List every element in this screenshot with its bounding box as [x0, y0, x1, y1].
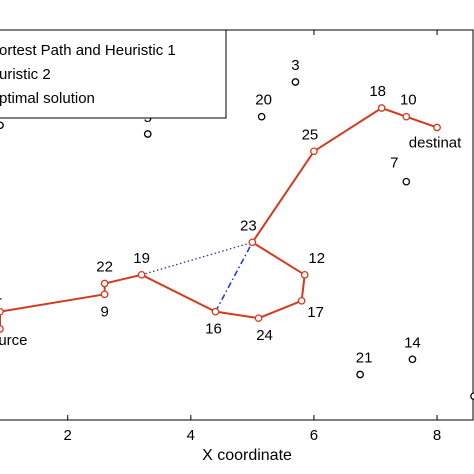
x-tick-label: 6	[310, 427, 318, 444]
node-marker	[143, 130, 152, 138]
node-label: ource	[0, 332, 28, 349]
node-marker	[297, 296, 306, 305]
node-label: 19	[133, 250, 150, 267]
node-label: 24	[256, 327, 273, 344]
node-label: 25	[302, 126, 319, 143]
node-marker	[408, 355, 417, 364]
x-tick-label: 4	[187, 427, 195, 444]
plot-frame	[0, 29, 474, 421]
nodes	[0, 78, 474, 401]
node-label: 1	[0, 287, 2, 304]
optimal-path-line	[0, 106, 438, 329]
node-marker	[100, 290, 109, 299]
node-label: 3	[291, 57, 299, 74]
node-label: 21	[356, 350, 373, 367]
node-label: 9	[100, 303, 108, 320]
node-marker	[248, 238, 257, 247]
node-marker	[356, 370, 364, 379]
node-marker	[0, 325, 4, 333]
node-marker	[402, 177, 411, 186]
node-label: 23	[240, 217, 257, 234]
node-label: 10	[400, 92, 417, 109]
node-label: 18	[369, 83, 386, 100]
node-marker	[254, 314, 263, 323]
legend-entry: ortest Path and Heuristic 1	[0, 42, 176, 59]
node-marker	[100, 279, 109, 288]
heuristic-2-line	[214, 241, 254, 313]
node-label: 17	[307, 304, 324, 321]
node-marker	[433, 123, 441, 132]
node-marker	[137, 270, 146, 279]
node-label: destinat	[409, 135, 462, 152]
node-marker	[310, 147, 318, 156]
node-marker	[0, 307, 4, 316]
node-marker	[402, 112, 411, 121]
node-label: 14	[404, 334, 421, 351]
node-marker	[257, 112, 266, 121]
node-marker	[291, 78, 300, 86]
node-label: 12	[308, 250, 325, 267]
node-label: 16	[205, 321, 222, 338]
node-marker	[0, 121, 4, 130]
x-tick-label: 2	[64, 427, 72, 444]
node-label: 7	[390, 155, 398, 172]
node-marker	[300, 270, 309, 279]
path-lines	[0, 106, 438, 329]
node-label: 20	[255, 92, 272, 109]
node-marker	[211, 307, 220, 316]
heuristic-1-line	[141, 241, 253, 276]
node-labels: 1ource235201810destinat25723122291916172…	[0, 57, 462, 367]
legend-entry: ptimal solution	[0, 90, 95, 107]
x-axis-label: X coordinate	[202, 447, 292, 464]
legend-box	[0, 29, 227, 119]
node-label: 22	[96, 259, 113, 276]
legend: ortest Path and Heuristic 1 uristic 2 ptim…	[0, 29, 227, 119]
x-tick-label: 8	[433, 427, 441, 444]
node-marker	[377, 104, 386, 112]
legend-entry: uristic 2	[0, 66, 51, 83]
